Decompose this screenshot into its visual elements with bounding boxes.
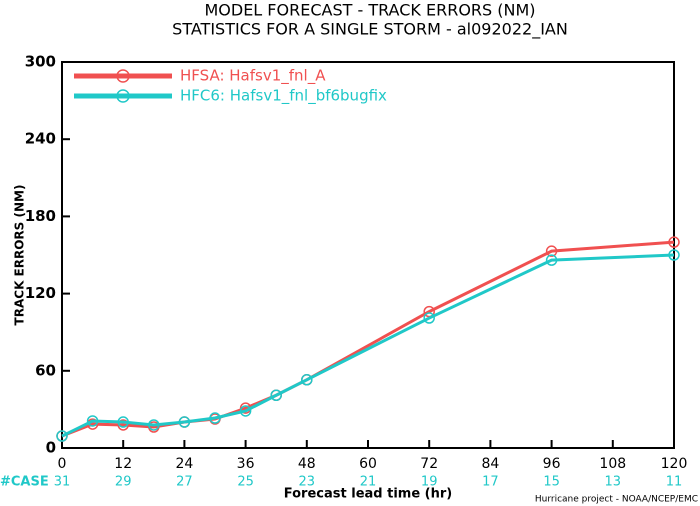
data-point bbox=[148, 419, 160, 431]
data-point bbox=[301, 374, 313, 386]
y-tick-label: 180 bbox=[25, 207, 56, 225]
case-count: 21 bbox=[360, 475, 377, 490]
case-count: 17 bbox=[482, 475, 499, 490]
case-label: #CASE bbox=[0, 475, 49, 490]
case-count: 15 bbox=[543, 475, 560, 490]
x-tick-label: 120 bbox=[661, 456, 688, 472]
case-count: 25 bbox=[237, 475, 254, 490]
y-tick-label: 300 bbox=[25, 53, 56, 71]
y-tick-label: 120 bbox=[25, 284, 56, 302]
data-point bbox=[270, 389, 282, 401]
footer: Hurricane project - NOAA/NCEP/EMC bbox=[535, 495, 698, 505]
x-tick-label: 60 bbox=[359, 456, 377, 472]
chart-title: MODEL FORECAST - TRACK ERRORS (NM) bbox=[204, 1, 535, 20]
case-count: 19 bbox=[421, 475, 438, 490]
data-point bbox=[86, 415, 99, 427]
y-axis-label: TRACK ERRORS (NM) bbox=[13, 185, 27, 326]
legend-label: HFC6: Hafsv1_fnl_bf6bugfix bbox=[180, 87, 387, 106]
x-tick-label: 48 bbox=[298, 456, 316, 472]
data-point bbox=[209, 412, 221, 424]
data-point bbox=[668, 249, 680, 261]
y-tick-label: 0 bbox=[46, 439, 56, 457]
data-point bbox=[117, 416, 129, 428]
case-count: 29 bbox=[115, 475, 132, 490]
case-count: 27 bbox=[176, 475, 193, 490]
legend-label: HFSA: Hafsv1_fnl_A bbox=[180, 67, 326, 86]
y-tick-label: 240 bbox=[25, 130, 56, 148]
series-line bbox=[61, 240, 675, 438]
legend-marker bbox=[116, 69, 130, 83]
case-count: 13 bbox=[605, 475, 622, 490]
data-point bbox=[178, 416, 191, 428]
case-count: 11 bbox=[666, 475, 683, 490]
x-tick-label: 84 bbox=[481, 456, 499, 472]
chart-subtitle: STATISTICS FOR A SINGLE STORM - al092022… bbox=[172, 20, 568, 40]
data-point bbox=[545, 245, 558, 257]
x-tick-label: 96 bbox=[543, 456, 561, 472]
data-point bbox=[423, 312, 435, 324]
case-count: 23 bbox=[299, 475, 316, 490]
y-tick-label: 60 bbox=[35, 361, 56, 379]
data-point bbox=[545, 254, 558, 266]
x-tick-label: 36 bbox=[237, 456, 255, 472]
x-tick-label: 108 bbox=[599, 456, 626, 472]
x-tick-label: 12 bbox=[114, 456, 132, 472]
x-tick-label: 24 bbox=[175, 456, 193, 472]
x-tick-label: 72 bbox=[420, 456, 438, 472]
legend-marker bbox=[116, 89, 130, 103]
x-axis-label: Forecast lead time (hr) bbox=[284, 487, 452, 502]
case-count: 31 bbox=[54, 475, 71, 490]
x-tick-label: 0 bbox=[58, 456, 67, 472]
data-point bbox=[117, 419, 129, 431]
plot-frame bbox=[61, 61, 675, 449]
data-point bbox=[668, 236, 680, 248]
data-point bbox=[56, 430, 68, 442]
data-point bbox=[239, 405, 252, 417]
